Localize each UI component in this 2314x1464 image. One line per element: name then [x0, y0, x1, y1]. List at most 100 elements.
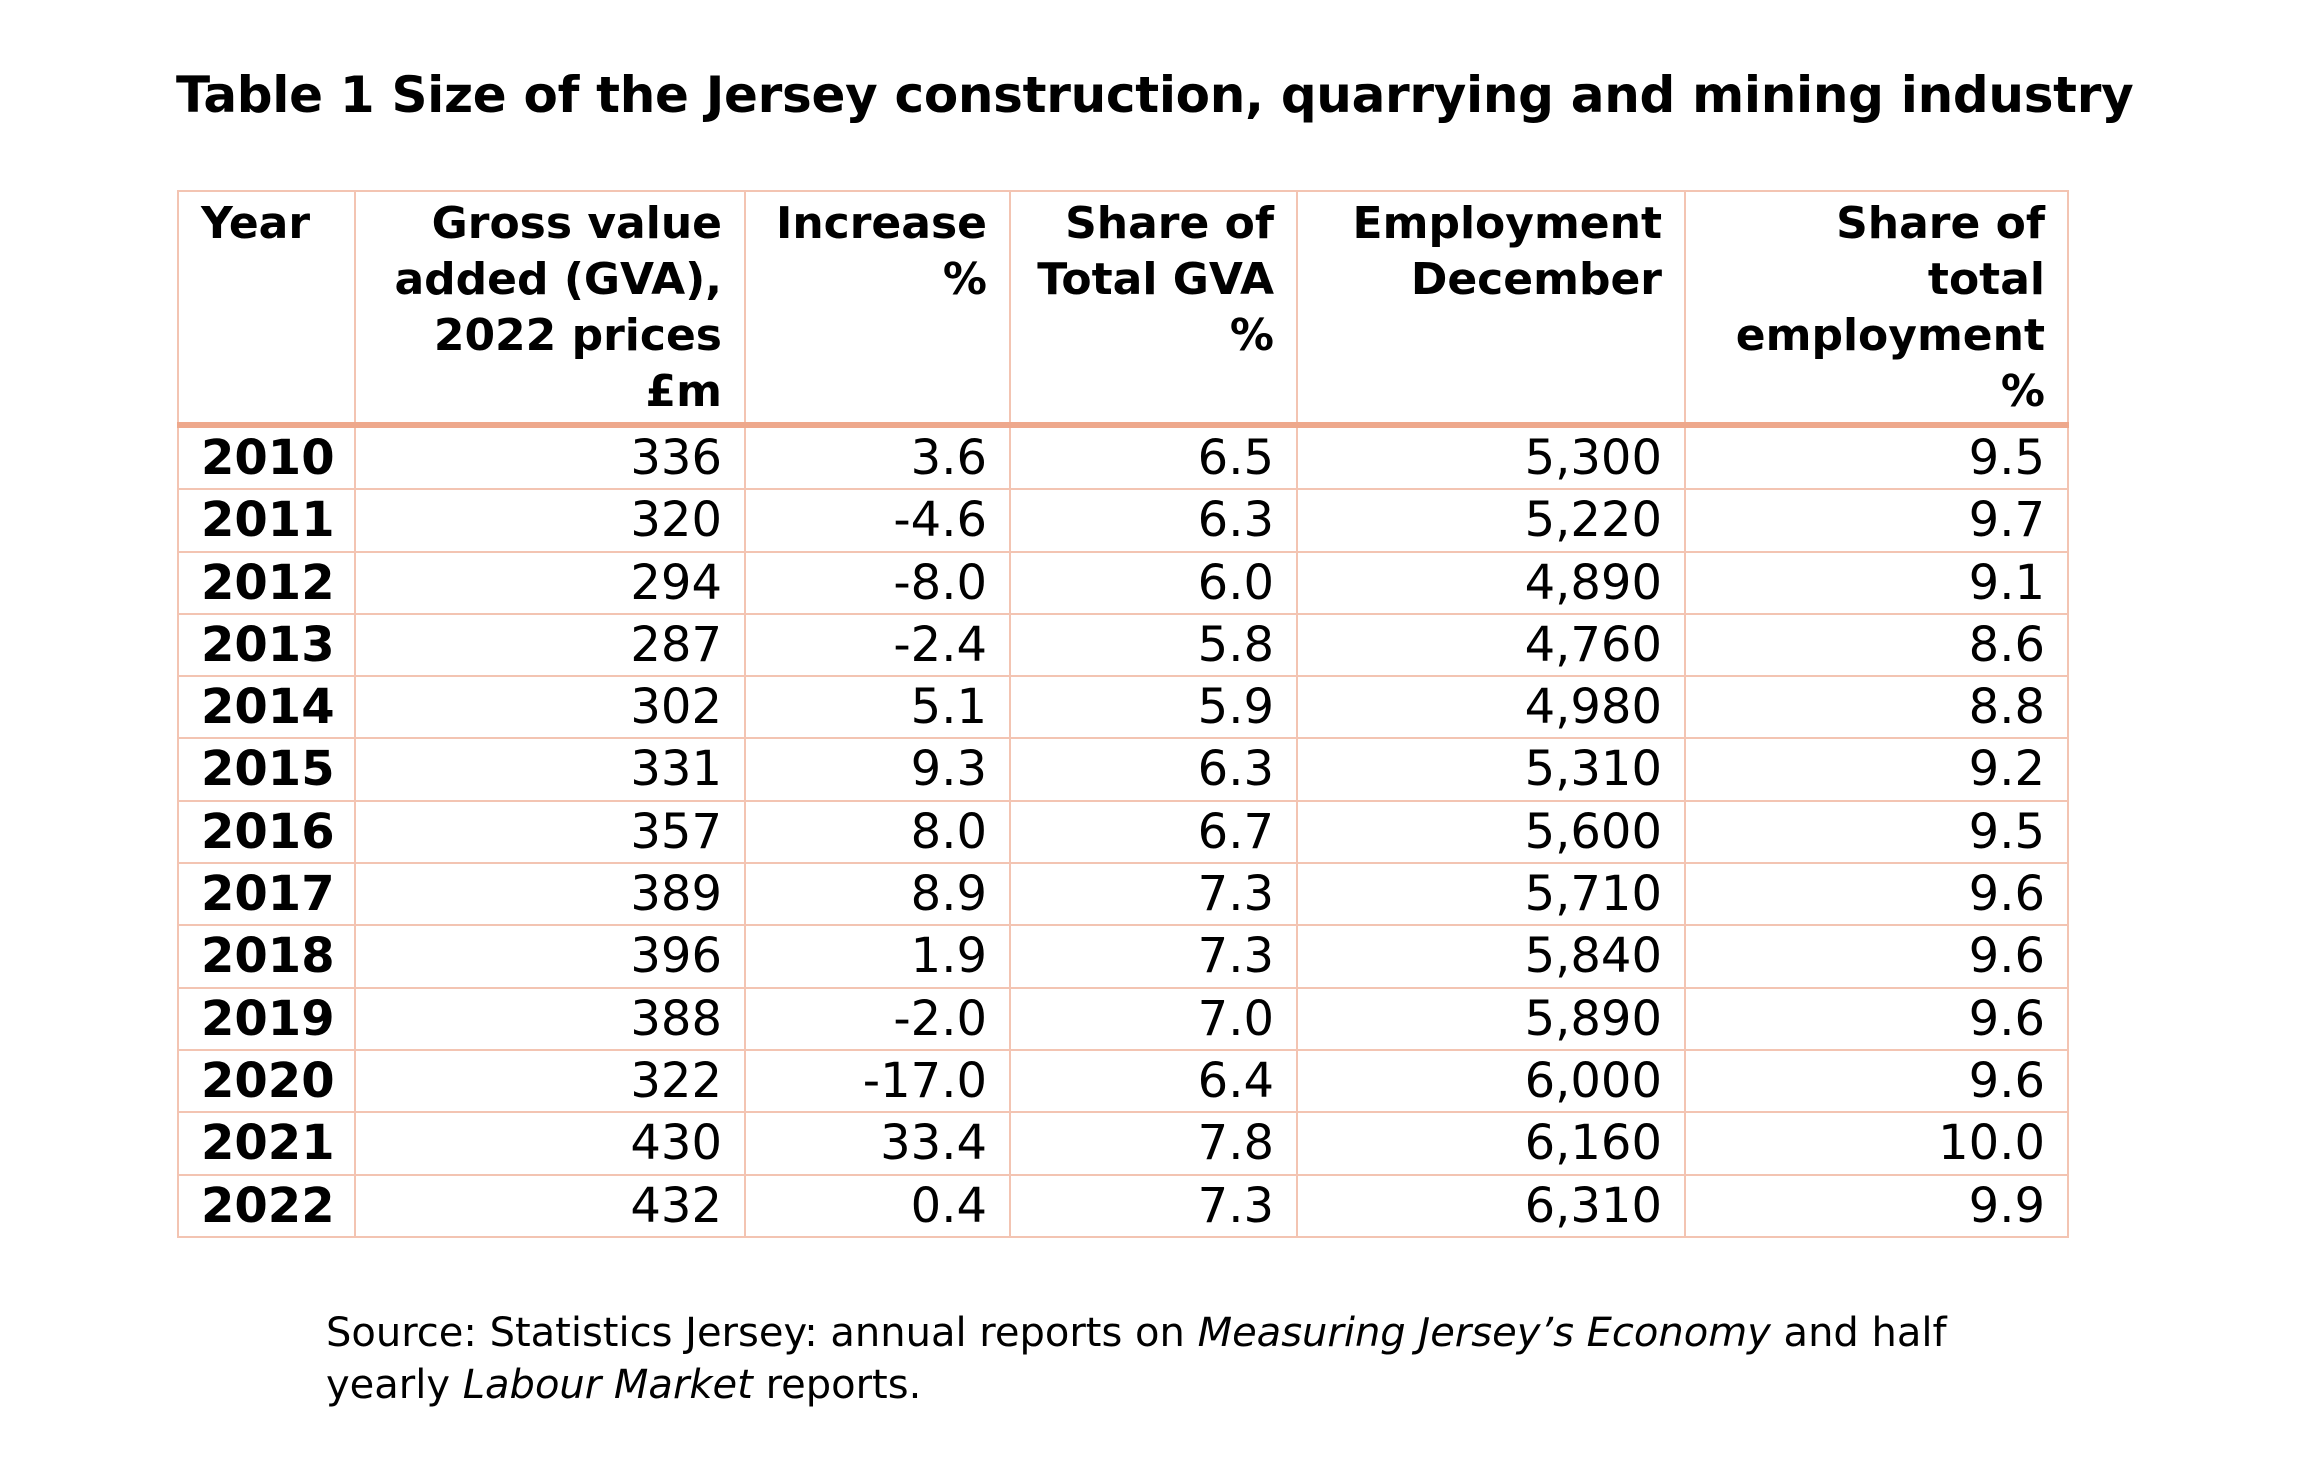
cell-increase: 8.0 — [744, 799, 1011, 865]
table-row: 2012 294 -8.0 6.0 4,890 9.1 — [177, 550, 2069, 615]
cell-employment: 5,710 — [1296, 862, 1686, 927]
cell-year: 2012 — [177, 550, 356, 615]
cell-increase: -2.0 — [744, 986, 1011, 1051]
column-header-share-employment: Share of total employment % — [1684, 190, 2069, 428]
cell-year: 2013 — [177, 612, 356, 678]
cell-gva: 331 — [354, 737, 746, 802]
cell-share-employment: 8.8 — [1684, 675, 2069, 740]
cell-gva: 287 — [354, 612, 746, 678]
cell-employment: 6,310 — [1296, 1173, 1686, 1238]
cell-gva: 320 — [354, 488, 746, 553]
cell-share-gva: 7.8 — [1009, 1111, 1298, 1176]
cell-share-gva: 6.7 — [1009, 799, 1298, 865]
cell-share-employment: 8.6 — [1684, 612, 2069, 678]
cell-share-gva: 6.0 — [1009, 550, 1298, 615]
cell-gva: 396 — [354, 924, 746, 989]
cell-increase: 1.9 — [744, 924, 1011, 989]
column-header-year: Year — [177, 190, 356, 428]
cell-year: 2011 — [177, 488, 356, 553]
column-header-gva: Gross value added (GVA), 2022 prices £m — [354, 190, 746, 428]
cell-increase: -4.6 — [744, 488, 1011, 553]
cell-year: 2020 — [177, 1048, 356, 1114]
cell-employment: 5,310 — [1296, 737, 1686, 802]
cell-gva: 388 — [354, 986, 746, 1051]
table-row: 2020 322 -17.0 6.4 6,000 9.6 — [177, 1048, 2069, 1114]
cell-share-employment: 9.5 — [1684, 799, 2069, 865]
cell-share-employment: 10.0 — [1684, 1111, 2069, 1176]
column-header-employment: Employment December — [1296, 190, 1686, 428]
cell-employment: 5,220 — [1296, 488, 1686, 553]
source-text-continued: and half yearly — [326, 1310, 1947, 1408]
cell-share-employment: 9.5 — [1684, 423, 2069, 491]
table-row: 2021 430 33.4 7.8 6,160 10.0 — [177, 1111, 2069, 1176]
cell-increase: -8.0 — [744, 550, 1011, 615]
cell-share-employment: 9.6 — [1684, 1048, 2069, 1114]
cell-gva: 389 — [354, 862, 746, 927]
cell-share-employment: 9.2 — [1684, 737, 2069, 802]
cell-gva: 294 — [354, 550, 746, 615]
column-header-increase: Increase % — [744, 190, 1011, 428]
table-row: 2017 389 8.9 7.3 5,710 9.6 — [177, 862, 2069, 927]
cell-share-employment: 9.6 — [1684, 862, 2069, 927]
cell-employment: 4,980 — [1296, 675, 1686, 740]
cell-share-employment: 9.9 — [1684, 1173, 2069, 1238]
cell-employment: 5,300 — [1296, 423, 1686, 491]
table-row: 2022 432 0.4 7.3 6,310 9.9 — [177, 1173, 2069, 1238]
cell-employment: 5,600 — [1296, 799, 1686, 865]
cell-increase: -2.4 — [744, 612, 1011, 678]
cell-share-gva: 6.3 — [1009, 737, 1298, 802]
cell-year: 2016 — [177, 799, 356, 865]
cell-year: 2010 — [177, 423, 356, 491]
cell-share-gva: 6.5 — [1009, 423, 1298, 491]
cell-share-employment: 9.7 — [1684, 488, 2069, 553]
source-report-title-labour: Labour Market — [462, 1362, 753, 1408]
cell-gva: 430 — [354, 1111, 746, 1176]
table-title: Table 1 Size of the Jersey construction,… — [176, 66, 2134, 124]
cell-share-gva: 5.8 — [1009, 612, 1298, 678]
cell-share-gva: 5.9 — [1009, 675, 1298, 740]
cell-share-employment: 9.1 — [1684, 550, 2069, 615]
cell-year: 2019 — [177, 986, 356, 1051]
table-row: 2011 320 -4.6 6.3 5,220 9.7 — [177, 488, 2069, 553]
source-text-end: reports. — [752, 1362, 922, 1408]
cell-increase: -17.0 — [744, 1048, 1011, 1114]
cell-gva: 336 — [354, 423, 746, 491]
cell-year: 2021 — [177, 1111, 356, 1176]
table-header-row: Year Gross value added (GVA), 2022 price… — [177, 190, 2069, 428]
source-text: Source: Statistics Jersey: annual report… — [326, 1310, 1198, 1356]
table-row: 2014 302 5.1 5.9 4,980 8.8 — [177, 675, 2069, 740]
cell-employment: 4,760 — [1296, 612, 1686, 678]
cell-year: 2014 — [177, 675, 356, 740]
table-row: 2016 357 8.0 6.7 5,600 9.5 — [177, 799, 2069, 865]
column-header-share-gva: Share of Total GVA % — [1009, 190, 1298, 428]
cell-share-gva: 7.0 — [1009, 986, 1298, 1051]
table-row: 2010 336 3.6 6.5 5,300 9.5 — [177, 423, 2069, 491]
table-row: 2015 331 9.3 6.3 5,310 9.2 — [177, 737, 2069, 802]
cell-employment: 5,840 — [1296, 924, 1686, 989]
cell-employment: 4,890 — [1296, 550, 1686, 615]
cell-gva: 432 — [354, 1173, 746, 1238]
cell-increase: 3.6 — [744, 423, 1011, 491]
cell-year: 2022 — [177, 1173, 356, 1238]
cell-year: 2018 — [177, 924, 356, 989]
cell-employment: 6,160 — [1296, 1111, 1686, 1176]
cell-gva: 302 — [354, 675, 746, 740]
table-row: 2013 287 -2.4 5.8 4,760 8.6 — [177, 612, 2069, 678]
cell-increase: 5.1 — [744, 675, 1011, 740]
cell-share-gva: 7.3 — [1009, 862, 1298, 927]
cell-employment: 5,890 — [1296, 986, 1686, 1051]
cell-share-gva: 6.4 — [1009, 1048, 1298, 1114]
source-report-title: Measuring Jersey’s Economy — [1197, 1310, 1771, 1356]
table-row: 2019 388 -2.0 7.0 5,890 9.6 — [177, 986, 2069, 1051]
cell-increase: 0.4 — [744, 1173, 1011, 1238]
cell-increase: 33.4 — [744, 1111, 1011, 1176]
cell-year: 2017 — [177, 862, 356, 927]
source-note: Source: Statistics Jersey: annual report… — [326, 1307, 2076, 1411]
cell-share-gva: 7.3 — [1009, 924, 1298, 989]
cell-year: 2015 — [177, 737, 356, 802]
cell-share-gva: 6.3 — [1009, 488, 1298, 553]
cell-share-gva: 7.3 — [1009, 1173, 1298, 1238]
cell-share-employment: 9.6 — [1684, 924, 2069, 989]
table-body: 2010 336 3.6 6.5 5,300 9.5 2011 320 -4.6 6.3 5,220… — [177, 423, 2069, 1238]
table-row: 2018 396 1.9 7.3 5,840 9.6 — [177, 924, 2069, 989]
